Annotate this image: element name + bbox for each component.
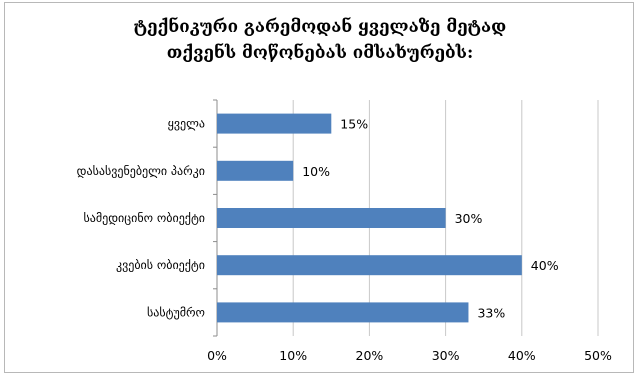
data-label-4: 33%	[477, 305, 505, 320]
chart-title: ტექნიკური გარემოდან ყველაზე მეტად თქვენს…	[0, 14, 640, 66]
category-label-1: დასასვენებელი პარკი	[77, 164, 205, 178]
bar-3	[217, 255, 522, 276]
x-tick-label-4: 40%	[508, 348, 536, 363]
x-tick-label-5: 50%	[584, 348, 612, 363]
bar-2	[217, 208, 446, 228]
bar-4	[217, 302, 469, 323]
chart-title-line-1: ტექნიკური გარემოდან ყველაზე მეტად	[133, 17, 507, 37]
x-tick-label-2: 20%	[356, 348, 384, 363]
data-label-3: 40%	[531, 258, 559, 273]
data-label-1: 10%	[302, 164, 330, 179]
category-label-2: სამედიცინო ობიექტი	[84, 211, 206, 225]
chart-title-line-2: თქვენს მოწონებას იმსახურებს:	[166, 43, 474, 63]
category-label-0: ყველა	[168, 117, 205, 131]
x-tick-label-1: 10%	[279, 348, 307, 363]
bar-0	[217, 113, 332, 134]
category-label-3: კვების ობიექტი	[116, 258, 205, 272]
data-label-0: 15%	[340, 117, 368, 132]
x-tick-label-0: 0%	[207, 348, 227, 363]
x-tick-label-3: 30%	[432, 348, 460, 363]
category-label-4: სასტუმრო	[147, 305, 205, 319]
data-label-2: 30%	[455, 211, 483, 226]
bar-1	[217, 160, 294, 181]
